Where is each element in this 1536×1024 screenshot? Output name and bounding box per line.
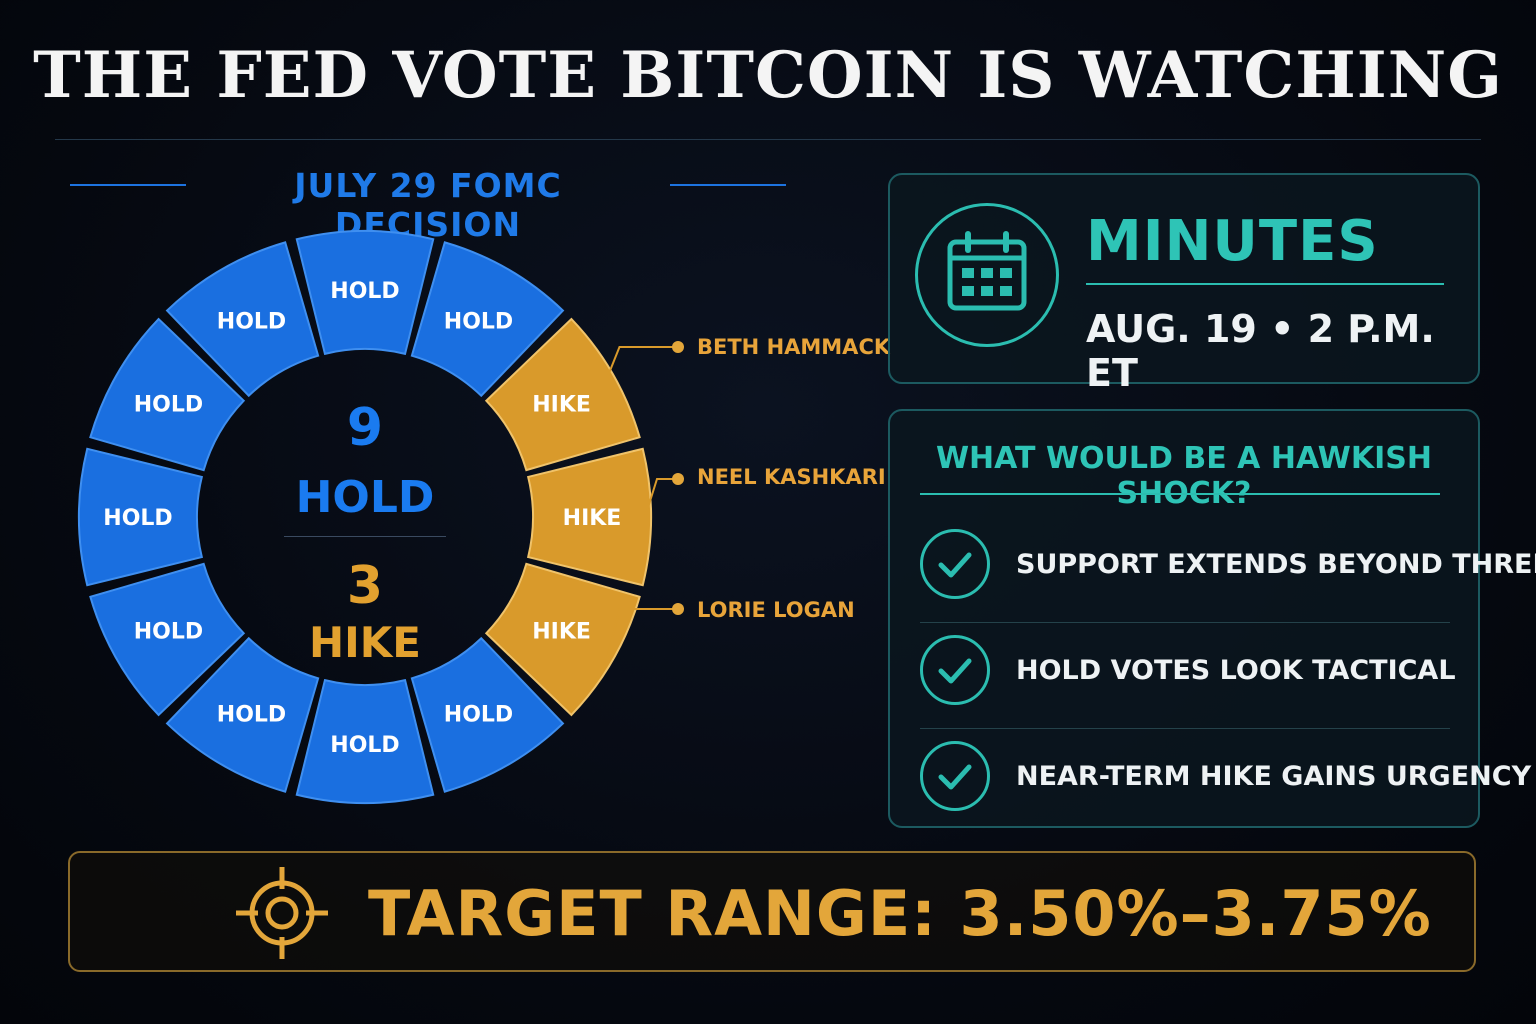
shock-item: NEAR-TERM HIKE GAINS URGENCY [920,731,1531,821]
minutes-panel: MINUTES AUG. 19 • 2 P.M. ET [888,173,1480,395]
hawkish-shock-panel: WHAT WOULD BE A HAWKISH SHOCK? SUPPORT E… [888,409,1536,828]
member-dot [672,473,684,485]
vote-segment-label: HOLD [217,309,286,334]
vote-segment-label: HIKE [563,506,622,531]
heading-rule-right [670,184,786,186]
hold-count: 9 [346,398,384,458]
shock-item-text: SUPPORT EXTENDS BEYOND THREE [1016,549,1536,580]
minutes-divider [1086,283,1444,285]
member-leader-line [606,346,678,378]
vote-segment-label: HOLD [330,279,399,304]
vote-segment-label: HOLD [444,703,513,728]
hike-count-label: HIKE [308,618,421,667]
crosshair-icon [232,863,332,967]
member-leader-line [644,478,678,518]
vote-segment-hold [410,636,565,793]
shock-item: SUPPORT EXTENDS BEYOND THREE [920,519,1536,623]
vote-segment-label: HOLD [217,703,286,728]
row-divider [920,728,1450,729]
vote-segment-hold [165,636,320,793]
center-divider [284,536,446,537]
target-range-banner: TARGET RANGE: 3.50%–3.75% [68,851,1476,972]
vote-segment-hike [484,317,641,472]
hike-member-name: BETH HAMMACK [697,335,891,359]
vote-segment-hike [526,447,652,587]
vote-segment-hold [295,678,435,804]
shock-title: WHAT WOULD BE A HAWKISH SHOCK? [935,441,1433,511]
minutes-title: MINUTES [1086,209,1379,274]
calendar-icon [915,203,1059,347]
vote-segment-hike [484,562,641,717]
vote-segment-label: HOLD [134,393,203,418]
vote-segment-label: HOLD [134,620,203,645]
vote-segment-hold [89,317,246,472]
vote-segment-hold [295,230,435,356]
member-dot [672,603,684,615]
shock-item-text: HOLD VOTES LOOK TACTICAL [1016,655,1456,686]
vote-segment-hold [78,447,204,587]
check-circle-icon [920,529,990,599]
page-title: THE FED VOTE BITCOIN IS WATCHING [33,38,1503,113]
check-circle-icon [920,635,990,705]
vote-segment-label: HOLD [444,309,513,334]
heading-rule-left [70,184,186,186]
hike-count: 3 [346,556,384,616]
vote-donut-chart: HOLD HOLD HIKE HIKE HIKE HOLD HOLD HOLD HOLD HOLD… [78,230,684,804]
vote-segment-label: HIKE [532,620,591,645]
row-divider [920,622,1450,623]
vote-segment-label: HOLD [103,506,172,531]
vote-segment-hold [89,562,246,717]
vote-segment-hold [410,241,565,398]
hike-member-name: LORIE LOGAN [697,598,855,622]
minutes-date: AUG. 19 • 2 P.M. ET [1086,307,1435,395]
hold-count-label: HOLD [295,472,435,523]
shock-item: HOLD VOTES LOOK TACTICAL [920,625,1456,729]
hike-member-name: NEEL KASHKARI [697,465,886,489]
vote-segment-label: HIKE [532,393,591,418]
shock-divider [920,493,1440,495]
shock-item-text: NEAR-TERM HIKE GAINS URGENCY [1016,761,1532,792]
vote-segment-hold [165,241,320,398]
member-leader-line [606,608,678,658]
target-range-text: TARGET RANGE: 3.50%–3.75% [368,877,1432,950]
vote-segment-label: HOLD [330,733,399,758]
member-dot [672,341,684,353]
check-circle-icon [920,741,990,811]
title-divider [55,139,1481,140]
